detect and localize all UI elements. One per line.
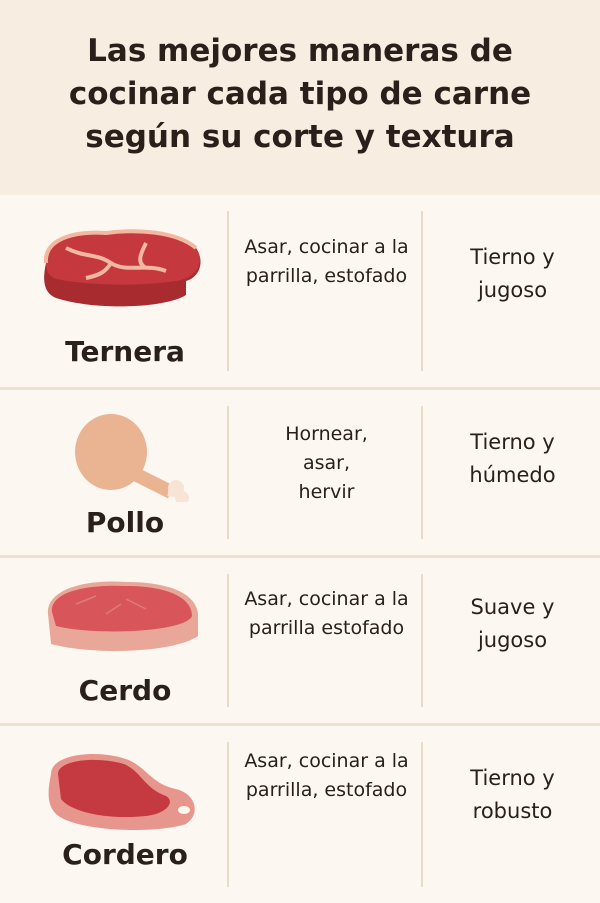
page-title: Las mejores maneras de cocinar cada tipo… <box>68 33 532 155</box>
divider <box>227 574 229 707</box>
pork-chop-icon <box>47 581 198 651</box>
meat-name: Ternera <box>65 335 185 368</box>
texture: Suave y jugoso <box>470 595 555 652</box>
divider <box>421 574 423 707</box>
divider <box>227 742 229 887</box>
divider <box>227 406 229 539</box>
table-row: Pollo Hornear, asar, hervir Tierno y húm… <box>0 390 600 558</box>
texture: Tierno y robusto <box>470 766 555 823</box>
cooking-methods: Asar, cocinar a la parrilla, estofado <box>244 236 409 287</box>
chicken-leg-icon <box>75 414 189 502</box>
cooking-methods: Asar, cocinar a la parrilla estofado <box>244 588 409 639</box>
divider <box>421 742 423 887</box>
meat-name: Pollo <box>85 506 165 539</box>
beef-steak-icon <box>43 229 201 307</box>
divider <box>421 406 423 539</box>
table-row: Ternera Asar, cocinar a la parrilla, est… <box>0 195 600 390</box>
cooking-methods: Hornear, asar, hervir <box>285 423 368 503</box>
meat-name: Cerdo <box>78 674 172 707</box>
table-row: Cerdo Asar, cocinar a la parrilla estofa… <box>0 558 600 726</box>
divider <box>227 211 229 371</box>
header: Las mejores maneras de cocinar cada tipo… <box>0 0 600 195</box>
table-row: Cordero Asar, cocinar a la parrilla, est… <box>0 726 600 903</box>
cooking-methods: Asar, cocinar a la parrilla, estofado <box>244 750 409 801</box>
lamb-chop-icon <box>48 754 195 830</box>
texture: Tierno y jugoso <box>470 245 555 302</box>
divider <box>421 211 423 371</box>
meat-name: Cordero <box>62 838 188 871</box>
texture: Tierno y húmedo <box>469 430 556 487</box>
